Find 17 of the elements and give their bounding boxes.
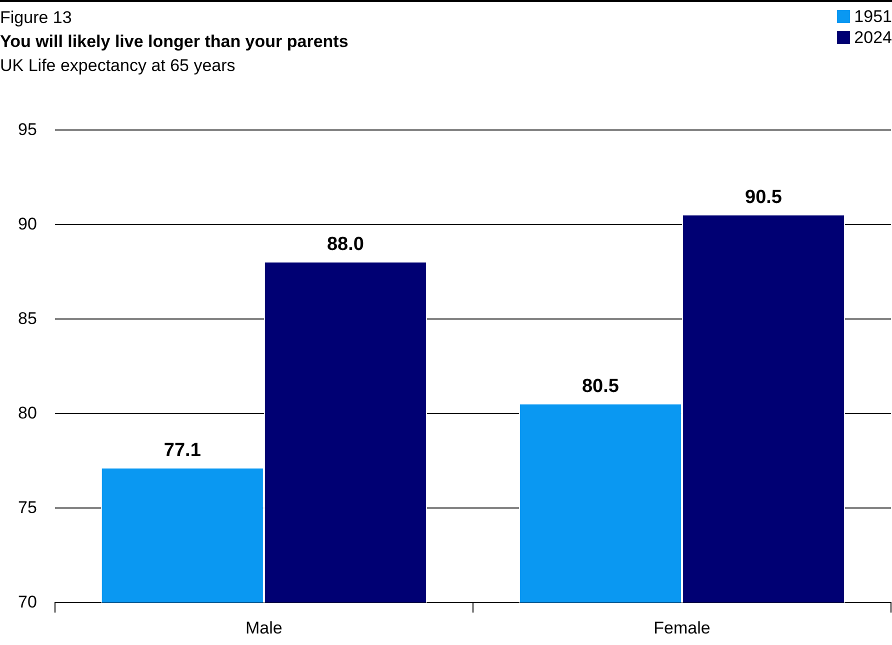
y-tick-label: 85: [18, 308, 37, 328]
x-tick-label: Female: [654, 618, 710, 638]
y-tick-label: 90: [18, 214, 37, 234]
chart-title: You will likely live longer than your parents: [0, 31, 348, 53]
chart-subtitle: UK Life expectancy at 65 years: [0, 55, 236, 77]
y-tick-label: 70: [18, 592, 37, 612]
data-label: 88.0: [326, 234, 364, 256]
caption: Figure 13: [0, 7, 73, 29]
data-label: 77.1: [164, 440, 202, 462]
legend-label: 1951: [854, 6, 892, 27]
y-tick-label: 80: [18, 403, 37, 422]
x-tick-label: Male: [246, 618, 282, 638]
legend-label: 2024: [854, 27, 892, 48]
data-label: 90.5: [745, 186, 782, 208]
data-label: 80.5: [582, 376, 620, 397]
y-tick-label: 95: [18, 120, 37, 139]
y-tick-label: 75: [18, 498, 37, 517]
